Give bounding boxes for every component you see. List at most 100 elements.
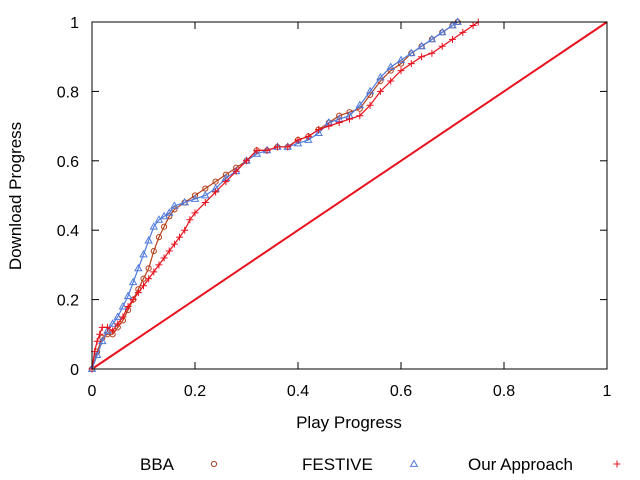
x-tick-label: 0 bbox=[88, 383, 97, 400]
legend: BBA FESTIVE Our Approach bbox=[140, 455, 621, 474]
data-point bbox=[114, 320, 122, 328]
data-point bbox=[336, 112, 343, 119]
data-point bbox=[252, 149, 262, 157]
data-point bbox=[191, 209, 199, 217]
data-point bbox=[407, 60, 415, 68]
data-point bbox=[201, 198, 209, 206]
x-tick-label: 0.8 bbox=[493, 383, 515, 400]
series-our-approach bbox=[88, 18, 482, 373]
data-point bbox=[170, 240, 178, 248]
data-point bbox=[293, 138, 303, 147]
data-point bbox=[284, 143, 292, 151]
data-point bbox=[469, 21, 477, 29]
data-point bbox=[325, 122, 333, 130]
data-point bbox=[181, 226, 189, 234]
legend-label: Our Approach bbox=[468, 455, 573, 474]
data-point bbox=[155, 261, 163, 269]
data-point bbox=[366, 101, 374, 109]
plot-frame bbox=[91, 21, 608, 370]
data-point bbox=[428, 49, 436, 57]
y-tick-label: 0 bbox=[70, 362, 79, 379]
data-point bbox=[355, 100, 365, 109]
data-point bbox=[314, 128, 323, 136]
data-point bbox=[273, 143, 281, 151]
data-point bbox=[103, 323, 111, 331]
data-point bbox=[124, 303, 132, 311]
data-point bbox=[165, 247, 173, 255]
data-point bbox=[453, 17, 462, 25]
data-point bbox=[129, 296, 137, 304]
data-point bbox=[134, 289, 142, 297]
data-point bbox=[160, 254, 168, 262]
data-point bbox=[304, 135, 313, 143]
data-point bbox=[376, 72, 385, 81]
data-point bbox=[243, 157, 250, 165]
x-axis-title: Play Progress bbox=[296, 413, 402, 432]
data-point bbox=[386, 62, 395, 71]
x-tick-label: 0.2 bbox=[184, 383, 206, 400]
data-point bbox=[346, 115, 353, 123]
series-line bbox=[91, 21, 479, 370]
data-point bbox=[161, 223, 168, 230]
data-point bbox=[108, 319, 117, 327]
data-point bbox=[417, 41, 426, 50]
data-point bbox=[376, 87, 384, 95]
diagonal-line bbox=[91, 21, 608, 370]
data-point bbox=[145, 265, 152, 272]
series-line bbox=[91, 21, 458, 370]
data-point bbox=[191, 192, 199, 199]
series-bba bbox=[88, 18, 461, 373]
data-point bbox=[109, 327, 117, 335]
legend-label: FESTIVE bbox=[302, 455, 373, 474]
data-point bbox=[113, 312, 123, 320]
data-point bbox=[427, 34, 437, 43]
data-point bbox=[396, 55, 406, 64]
data-point bbox=[140, 282, 147, 290]
data-point bbox=[438, 42, 446, 50]
data-point bbox=[149, 222, 159, 230]
data-point bbox=[232, 167, 240, 175]
data-point bbox=[139, 249, 148, 258]
axes: 0 0.2 0.4 0.6 0.8 1 0 0.2 0.4 0.6 0.8 1 bbox=[57, 15, 612, 400]
data-point bbox=[98, 336, 107, 345]
data-point bbox=[134, 263, 143, 272]
y-axis-title: Download Progress bbox=[6, 122, 25, 270]
series-festive bbox=[87, 17, 462, 372]
plot-area bbox=[87, 17, 608, 373]
data-point bbox=[397, 67, 405, 75]
data-point bbox=[222, 178, 230, 186]
data-point bbox=[315, 126, 323, 134]
data-point bbox=[387, 77, 395, 85]
series-line bbox=[91, 21, 458, 370]
y-tick-label: 0.6 bbox=[57, 154, 79, 171]
data-point bbox=[128, 277, 138, 286]
x-tick-label: 0.6 bbox=[390, 383, 412, 400]
legend-label: BBA bbox=[140, 455, 175, 474]
data-point bbox=[397, 60, 405, 67]
data-point bbox=[459, 28, 467, 36]
x-tick-label: 1 bbox=[603, 383, 612, 400]
data-point bbox=[222, 171, 229, 178]
data-point bbox=[418, 53, 426, 61]
data-point bbox=[407, 48, 416, 57]
data-point bbox=[212, 188, 220, 196]
y-tick-label: 0.8 bbox=[57, 84, 79, 101]
data-point bbox=[118, 301, 128, 310]
y-tick-label: 1 bbox=[70, 15, 79, 32]
data-point bbox=[190, 194, 200, 202]
data-point bbox=[294, 136, 302, 144]
x-tick-label: 0.4 bbox=[287, 383, 309, 400]
legend-marker bbox=[210, 460, 218, 468]
data-point bbox=[365, 86, 375, 95]
data-point bbox=[119, 313, 127, 321]
y-tick-label: 0.4 bbox=[57, 223, 79, 240]
data-point bbox=[155, 234, 163, 241]
data-point bbox=[164, 208, 174, 216]
y-tick-label: 0.2 bbox=[57, 293, 79, 310]
data-point bbox=[263, 146, 271, 154]
data-point bbox=[144, 235, 153, 244]
data-point bbox=[180, 197, 189, 206]
data-point bbox=[150, 268, 158, 276]
data-point bbox=[437, 27, 447, 36]
